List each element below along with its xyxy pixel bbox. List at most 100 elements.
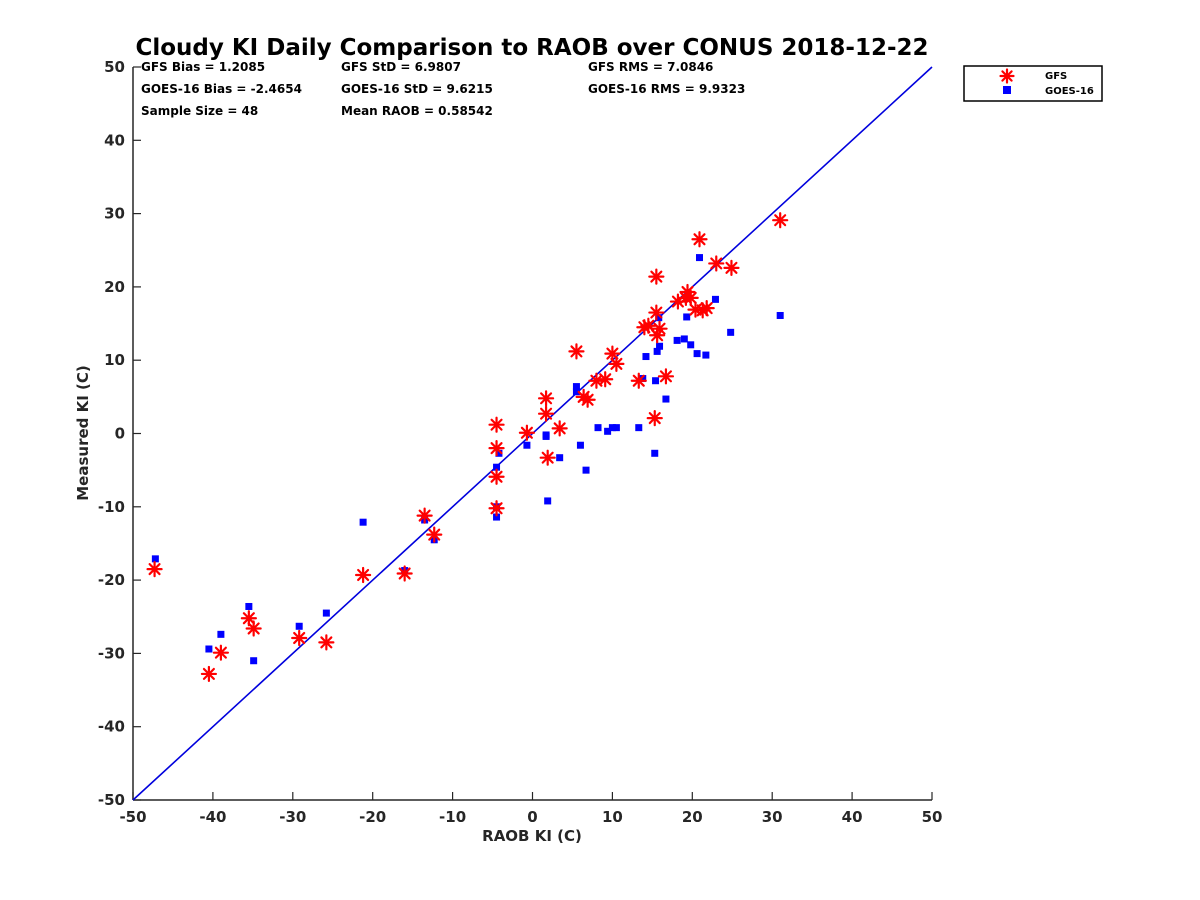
goes-16-point xyxy=(687,341,695,349)
y-tick-label: 40 xyxy=(104,131,125,149)
gfs-point xyxy=(240,610,257,627)
y-tick-label: -50 xyxy=(98,791,125,809)
gfs-point xyxy=(537,390,555,407)
x-tick-label: 10 xyxy=(602,808,623,826)
goes-16-point xyxy=(642,353,650,361)
legend-gfs-label: GFS xyxy=(1045,71,1067,82)
y-tick-label: 0 xyxy=(115,425,125,443)
gfs-point xyxy=(416,507,433,524)
y-tick-label: -40 xyxy=(98,718,125,736)
goes-16-point xyxy=(523,441,531,449)
goes-16-point xyxy=(653,347,661,355)
gfs-point xyxy=(488,440,505,457)
gfs-point xyxy=(698,300,715,317)
gfs-point xyxy=(657,368,675,385)
goes-16-point xyxy=(776,311,784,319)
gfs-point xyxy=(651,320,668,337)
gfs-point xyxy=(608,355,625,372)
y-tick-label: -30 xyxy=(98,644,125,662)
stat-gfs-rms: GFS RMS = 7.0846 xyxy=(588,60,713,74)
goes-16-point xyxy=(572,388,580,396)
x-tick-label: -40 xyxy=(199,808,226,826)
goes-16-point xyxy=(205,645,213,653)
gfs-point xyxy=(708,255,725,272)
goes-16-point xyxy=(604,427,612,435)
y-tick-label: 30 xyxy=(104,205,125,223)
goes-16-point xyxy=(245,602,253,610)
goes-16-point xyxy=(322,609,330,617)
y-tick-label: 20 xyxy=(104,278,125,296)
gfs-point xyxy=(488,500,505,517)
legend: GFS GOES-16 xyxy=(963,65,1103,102)
goes-16-point xyxy=(639,375,647,383)
goes-16-point xyxy=(651,449,659,457)
goes-16-point xyxy=(217,630,225,638)
goes-16-point xyxy=(493,463,501,471)
gfs-point xyxy=(568,343,585,360)
gfs-point xyxy=(682,289,699,306)
x-tick-label: -10 xyxy=(439,808,466,826)
x-tick-label: -30 xyxy=(279,808,306,826)
goes-16-point xyxy=(695,254,703,262)
goes-16-point xyxy=(493,513,501,521)
x-tick-label: 30 xyxy=(762,808,783,826)
goes-16-point xyxy=(612,424,620,432)
y-tick-label: -20 xyxy=(98,571,125,589)
goes-16-point xyxy=(572,383,580,391)
x-axis-label: RAOB KI (C) xyxy=(482,827,582,845)
y-tick-label: -10 xyxy=(98,498,125,516)
stat-goes-std: GOES-16 StD = 9.6215 xyxy=(341,82,493,96)
goes-16-point xyxy=(683,313,691,321)
chart-title: Cloudy KI Daily Comparison to RAOB over … xyxy=(135,35,928,61)
x-tick-label: 40 xyxy=(842,808,863,826)
gfs-point xyxy=(355,566,372,584)
gfs-point xyxy=(597,371,614,388)
goes-16-point xyxy=(727,328,735,336)
gfs-point xyxy=(426,526,443,543)
gfs-point xyxy=(245,620,262,637)
goes-16-point xyxy=(680,335,688,343)
goes-16-point xyxy=(656,342,664,350)
gfs-point xyxy=(518,424,536,441)
gfs-point xyxy=(200,665,218,683)
gfs-point xyxy=(630,372,647,389)
gfs-point xyxy=(539,449,556,466)
goes-16-point xyxy=(652,377,660,385)
goes-16-point xyxy=(542,432,550,440)
goes-16-point xyxy=(711,295,719,303)
gfs-point xyxy=(396,565,413,582)
legend-box xyxy=(963,65,1103,102)
goes-16-point xyxy=(655,314,663,322)
gfs-point xyxy=(588,372,605,389)
gfs-point xyxy=(772,212,789,229)
axes: -50 -40 -30 -20 -10 0 10 20 30 40 50 50 40 30 20 10 0 -10… xyxy=(98,58,943,826)
legend-goes-label: GOES-16 xyxy=(1045,86,1094,97)
goes-16-point xyxy=(673,336,681,344)
gfs-point xyxy=(648,304,665,321)
stat-gfs-bias: GFS Bias = 1.2085 xyxy=(141,60,265,74)
gfs-point xyxy=(551,420,568,437)
goes-16-point xyxy=(576,441,584,449)
goes-16-point xyxy=(702,351,710,359)
gfs-point xyxy=(691,231,708,248)
data-marks xyxy=(132,66,933,801)
gfs-point xyxy=(212,644,229,661)
gfs-point xyxy=(648,268,665,285)
gfs-point xyxy=(537,405,555,422)
goes-16-point xyxy=(495,449,503,457)
stats-block: GFS Bias = 1.2085 GFS StD = 6.9807 GFS R… xyxy=(141,60,745,118)
goes-16-point xyxy=(582,466,590,474)
y-tick-label: 10 xyxy=(104,351,125,369)
y-tick-label: 50 xyxy=(104,58,125,76)
goes-16-point xyxy=(635,424,643,432)
x-tick-label: 0 xyxy=(527,808,537,826)
gfs-point xyxy=(488,416,505,433)
goes-16-point xyxy=(693,350,701,358)
goes-16-point xyxy=(594,424,602,432)
goes-16-point xyxy=(250,657,258,665)
goes-16-point xyxy=(608,424,616,432)
goes-16-point xyxy=(544,497,552,505)
gfs-point xyxy=(646,410,663,427)
gfs-point xyxy=(291,629,308,647)
stat-gfs-std: GFS StD = 6.9807 xyxy=(341,60,461,74)
